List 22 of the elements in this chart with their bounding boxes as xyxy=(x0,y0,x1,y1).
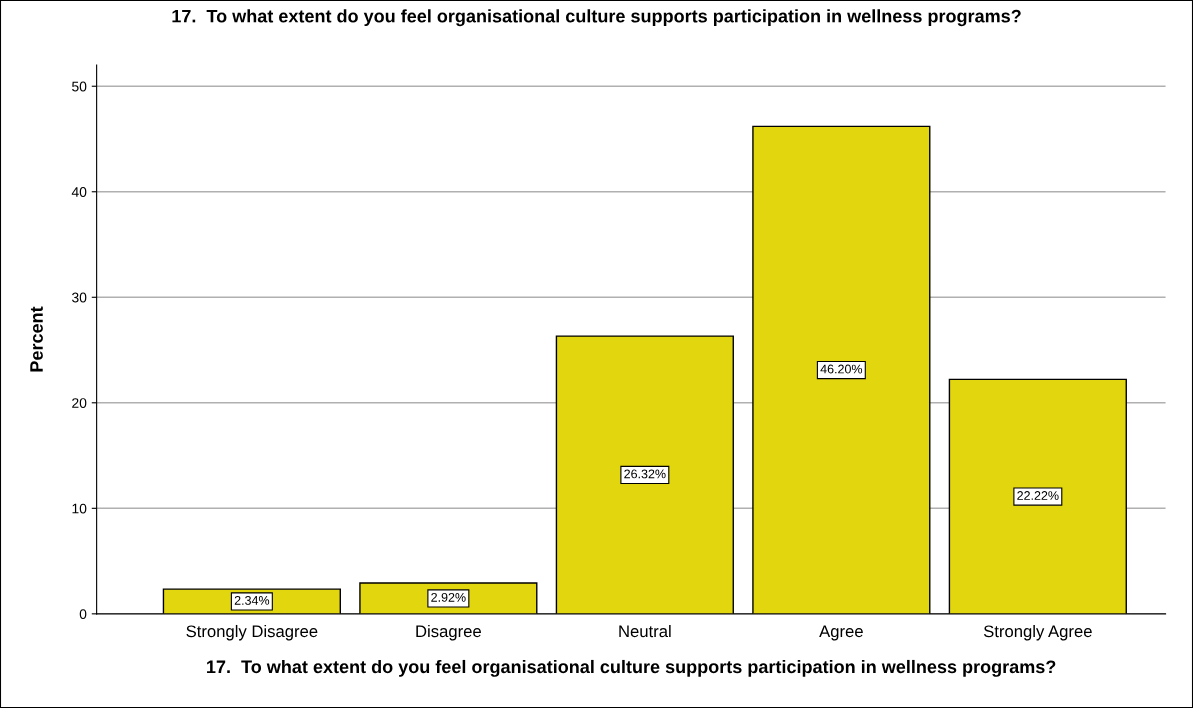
y-tick-label: 30 xyxy=(71,292,87,303)
data-label: 2.34% xyxy=(234,595,270,605)
data-label: 46.20% xyxy=(820,364,863,374)
y-tick-label: 50 xyxy=(72,81,87,92)
bar xyxy=(555,335,734,614)
x-tick-label: Neutral xyxy=(619,624,671,638)
x-tick-label: Strongly Disagree xyxy=(186,624,318,641)
y-axis-title: Percent xyxy=(30,306,43,372)
y-tick-label: 40 xyxy=(71,187,87,197)
bar xyxy=(752,125,931,614)
x-tick-label: Agree xyxy=(819,625,863,641)
chart-title: 17. To what extent do you feel organisational culture supports participation in wellness programs? xyxy=(172,9,1021,27)
x-axis-title: 17. To what extent do you feel organisational culture supports participation in wellness programs? xyxy=(207,659,1056,677)
x-tick-label: Disagree xyxy=(416,624,481,641)
y-tick-label: 0 xyxy=(79,609,87,620)
y-tick-label: 20 xyxy=(72,398,87,408)
bar xyxy=(948,378,1127,614)
data-label: 26.32% xyxy=(624,469,666,479)
y-tick-label: 10 xyxy=(72,503,87,514)
x-tick-label: Strongly Agree xyxy=(983,624,1092,641)
data-label: 22.22% xyxy=(1017,491,1059,500)
data-label: 2.92% xyxy=(431,592,466,602)
